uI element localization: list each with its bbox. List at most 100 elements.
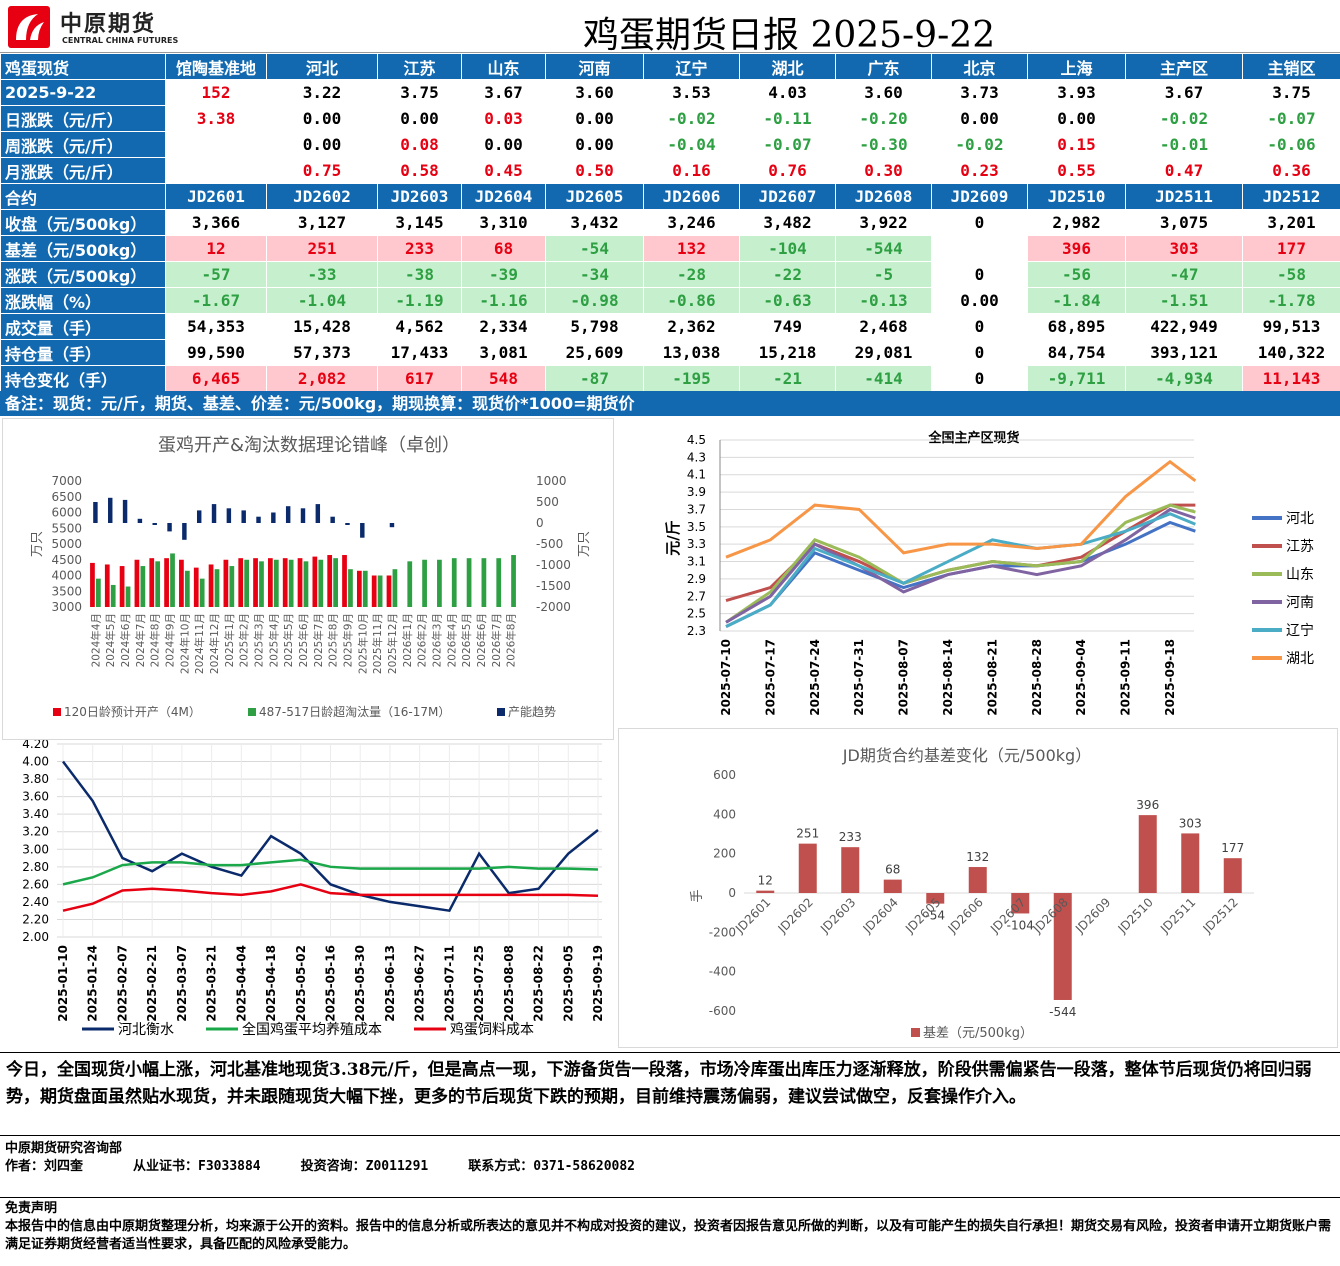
table-cell: 0.30 <box>835 157 932 184</box>
y-tick-label: 3.5 <box>687 520 706 534</box>
chart-cost-vs-price: 4.20 4.00 3.80 3.60 3.40 3.20 3.00 2.80 2.60 2.40… <box>2 737 614 1048</box>
table-cell: -28 <box>643 261 740 288</box>
table-cell: JD2604 <box>461 183 546 210</box>
x-tick-label: 2025年9月 <box>341 613 354 667</box>
legend-label: 湖北 <box>1286 651 1314 667</box>
y-tick-label: 4.1 <box>687 468 706 482</box>
x-tick-label: 2025-05-30 <box>353 945 367 1022</box>
legend-label: 河北 <box>1286 511 1314 527</box>
table-cell: 0.75 <box>266 157 378 184</box>
table-cell: 3.53 <box>643 79 740 106</box>
x-tick-label: 2025年1月 <box>223 613 236 667</box>
table-cell: -414 <box>835 365 932 392</box>
table-cell: -1.51 <box>1125 287 1243 314</box>
x-tick-label: 2025-07-17 <box>763 639 777 716</box>
table-cell: 0.00 <box>461 131 546 158</box>
table-cell <box>931 235 1028 262</box>
y-tick-label: 2.3 <box>687 624 706 638</box>
disclaimer-title: 免责声明 <box>5 1201 58 1216</box>
table-cell: 17,433 <box>377 339 462 366</box>
table-cell: 3,081 <box>461 339 546 366</box>
table-cell: 617 <box>377 365 462 392</box>
table-cell: JD2602 <box>266 183 378 210</box>
bar-culling <box>140 566 146 607</box>
table-cell: -56 <box>1027 261 1126 288</box>
bar-culling <box>170 553 175 607</box>
x-tick-label: 2025-05-02 <box>294 945 308 1022</box>
y-axis-label: 元/斤 <box>664 520 682 555</box>
table-row: 涨跌（元/500kg） -57 -33 -38 -39 -34 -28 -22 -5 0 -56 -4… <box>0 261 1340 288</box>
bar-basis <box>756 890 775 893</box>
table-cell: 0.00 <box>1027 105 1126 132</box>
y-tick-label: 4.00 <box>22 755 49 769</box>
table-cell: 0.00 <box>377 105 462 132</box>
bar-culling <box>229 566 235 607</box>
data-label: 132 <box>966 850 989 864</box>
x-tick-label: 2026年2月 <box>416 613 429 667</box>
table-row: 基差（元/500kg） 12 251 233 68 -54 132 -104 -544 396 30… <box>0 235 1340 262</box>
table-cell: 0.00 <box>931 105 1028 132</box>
table-row: 涨跌幅（%） -1.67 -1.04 -1.19 -1.16 -0.98 -0.86 -0.6… <box>0 287 1340 314</box>
table-cell: -195 <box>643 365 740 392</box>
logo-text-en: CENTRAL CHINA FUTURES <box>62 36 179 45</box>
legend-label: 120日龄预计开产（4M） <box>64 705 201 719</box>
y-tick-label: 4000 <box>51 569 82 583</box>
bar-culling <box>392 569 398 607</box>
table-cell: -0.63 <box>739 287 836 314</box>
bar-culling <box>481 558 487 607</box>
table-cell: -0.02 <box>643 105 740 132</box>
table-cell: 0.45 <box>461 157 546 184</box>
table-cell: 0.08 <box>377 131 462 158</box>
x-tick-label: 2024年10月 <box>178 613 191 674</box>
table-cell: JD2601 <box>165 183 267 210</box>
x-tick-label: 2025-04-04 <box>234 945 248 1022</box>
bar-open-production <box>119 566 125 607</box>
table-cell: 日涨跌（元/斤） <box>0 105 166 132</box>
series-line <box>62 883 599 912</box>
x-tick-label: 2025年10月 <box>356 613 369 674</box>
table-cell: 749 <box>739 313 836 340</box>
table-cell: 2,082 <box>266 365 378 392</box>
y-tick-label: 6500 <box>51 490 82 504</box>
y2-tick-label: 1000 <box>536 474 567 488</box>
table-cell: -87 <box>545 365 644 392</box>
bar-capacity-trend <box>285 506 291 523</box>
x-tick-label: 2025-07-31 <box>852 639 866 716</box>
bar-culling <box>110 584 116 607</box>
y-tick-label: 5500 <box>51 521 82 535</box>
table-cell: -1.78 <box>1242 287 1340 314</box>
market-table: 鸡蛋现货 馆陶基准地 河北 江苏 山东 河南 辽宁 湖北 广东 北京 上海 主产区 主销区 2025-9-… <box>0 53 1340 392</box>
table-cell: 132 <box>643 235 740 262</box>
x-tick-label: 2025-09-19 <box>591 945 605 1022</box>
x-tick-label: 2025-01-24 <box>86 945 100 1022</box>
y-axis-label: 手 <box>690 889 705 902</box>
table-cell: 0.47 <box>1125 157 1243 184</box>
y-tick-label: 2.40 <box>22 895 49 909</box>
table-cell: 辽宁 <box>643 53 740 80</box>
table-cell: 68 <box>461 235 546 262</box>
bar-capacity-trend <box>167 523 172 532</box>
y-tick-label: 7000 <box>51 474 82 488</box>
data-label: 303 <box>1179 816 1202 830</box>
table-row: 持仓量（手） 99,590 57,373 17,433 3,081 25,609 13,03… <box>0 339 1340 366</box>
table-cell: 3,127 <box>266 209 378 236</box>
data-label: -54 <box>925 909 945 923</box>
bar-capacity-trend <box>196 510 202 523</box>
bar-open-production <box>268 558 273 607</box>
table-cell: 99,590 <box>165 339 267 366</box>
author-line: 作者：刘四奎 从业证书：F3033884 投资咨询：Z0011291 联系方式：037… <box>5 1158 1340 1176</box>
bar-basis <box>926 893 945 904</box>
data-label: 251 <box>796 827 819 841</box>
series-line <box>725 512 1196 629</box>
table-cell: JD2512 <box>1242 183 1340 210</box>
x-tick-label: JD2604 <box>860 895 901 936</box>
table-cell: 3,145 <box>377 209 462 236</box>
table-cell: 基差（元/500kg） <box>0 235 166 262</box>
x-tick-label: 2025-06-27 <box>413 945 427 1022</box>
table-cell: 馆陶基准地 <box>165 53 267 80</box>
table-cell: 99,513 <box>1242 313 1340 340</box>
table-cell: 233 <box>377 235 462 262</box>
y-tick-label: 4.5 <box>687 433 706 447</box>
y-tick-label: 400 <box>713 807 736 821</box>
x-tick-label: JD2602 <box>775 895 816 936</box>
